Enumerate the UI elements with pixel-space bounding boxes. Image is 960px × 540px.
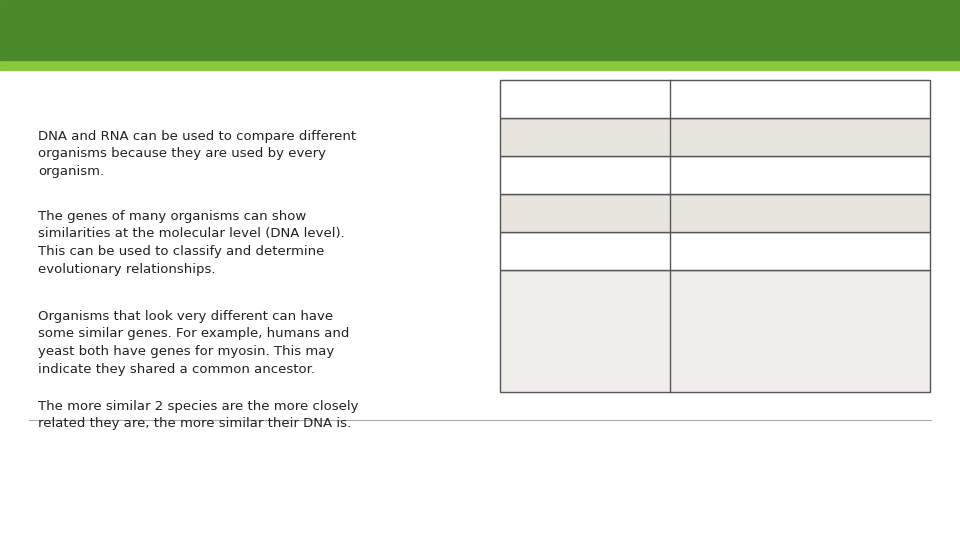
Text: Zebra: Zebra [510,92,549,105]
Text: Gorilla: Gorilla [510,168,553,181]
Bar [500,156,930,194]
Text: Lys–Glu–His–Iso: Lys–Glu–His–Iso [749,245,852,258]
Bar [500,232,930,270]
Bar [500,118,930,156]
Text: Human: Human [510,245,558,258]
Text: Lys–Glu–His–Lys: Lys–Glu–His–Lys [748,168,852,181]
Text: Chimpanzee: Chimpanzee [510,131,593,144]
Text: Horse: Horse [510,206,548,219]
Text: Lys–Glu–His–Iso: Lys–Glu–His–Iso [749,131,852,144]
Bar [500,194,930,232]
Text: The more similar 2 species are the more closely
related they are, the more simil: The more similar 2 species are the more … [38,400,358,430]
Text: Arg–Lys–His–Lys: Arg–Lys–His–Lys [748,206,852,219]
Bar [0,0,960,60]
Text: Similarities in DNA or RNA: Similarities in DNA or RNA [38,40,475,73]
Bar [0,60,960,70]
Text: Species: Species [558,325,612,338]
Text: Sequence of Amino
Acids In the Same Part
of the Hemoglobin
Molecules: Sequence of Amino Acids In the Same Part… [720,300,880,362]
Bar [500,80,930,118]
Text: The genes of many organisms can show
similarities at the molecular level (DNA le: The genes of many organisms can show sim… [38,210,345,275]
Text: DNA and RNA can be used to compare different
organisms because they are used by : DNA and RNA can be used to compare diffe… [38,130,356,178]
Bar [500,270,930,392]
Text: Arg–Lys–His–Arg: Arg–Lys–His–Arg [747,92,853,105]
Text: Organisms that look very different can have
some similar genes. For example, hum: Organisms that look very different can h… [38,310,349,375]
